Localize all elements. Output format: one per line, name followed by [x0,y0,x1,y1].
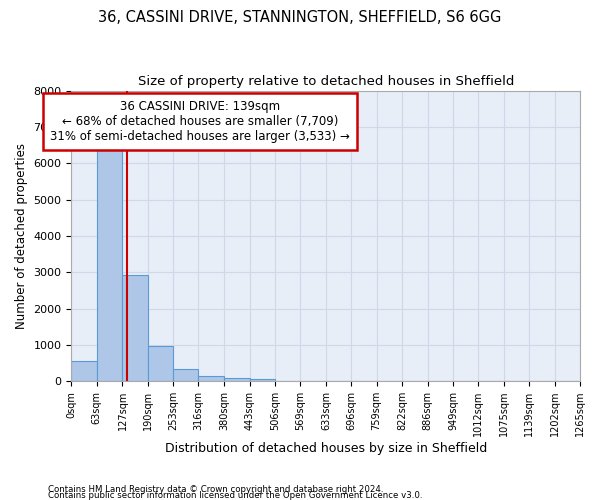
Bar [148,346,173,381]
Bar [71,360,97,381]
Text: 36 CASSINI DRIVE: 139sqm
← 68% of detached houses are smaller (7,709)
31% of sem: 36 CASSINI DRIVE: 139sqm ← 68% of detach… [50,100,350,142]
Bar [199,376,224,381]
Title: Size of property relative to detached houses in Sheffield: Size of property relative to detached ho… [137,75,514,88]
Text: Contains HM Land Registry data © Crown copyright and database right 2024.: Contains HM Land Registry data © Crown c… [48,484,383,494]
Y-axis label: Number of detached properties: Number of detached properties [15,143,28,329]
Bar [173,368,199,381]
Bar [250,379,275,381]
X-axis label: Distribution of detached houses by size in Sheffield: Distribution of detached houses by size … [164,442,487,455]
Bar [97,148,122,381]
Text: 36, CASSINI DRIVE, STANNINGTON, SHEFFIELD, S6 6GG: 36, CASSINI DRIVE, STANNINGTON, SHEFFIEL… [98,10,502,25]
Bar [224,378,250,381]
Text: Contains public sector information licensed under the Open Government Licence v3: Contains public sector information licen… [48,490,422,500]
Bar [122,275,148,381]
